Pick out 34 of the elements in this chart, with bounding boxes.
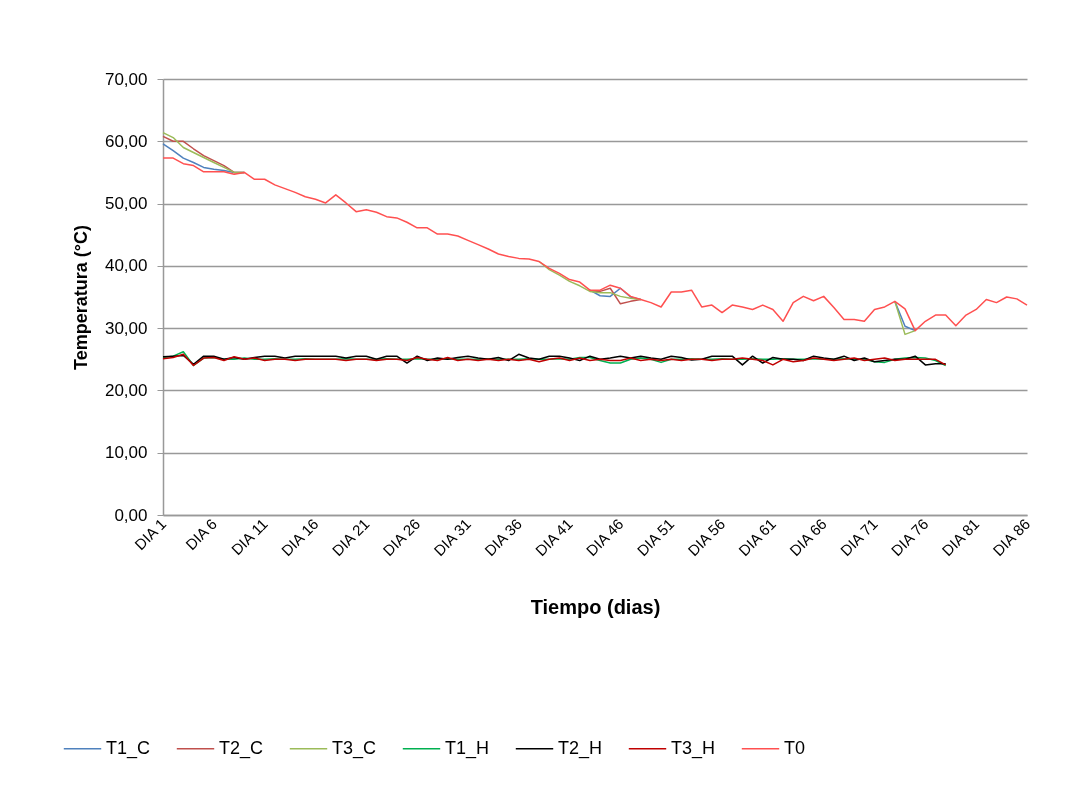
legend-label: T3_C — [332, 737, 377, 759]
y-tick-label: 20,00 — [104, 380, 148, 400]
x-tick-label: DIA 6 — [182, 515, 220, 554]
legend-label: T1_C — [106, 737, 151, 759]
y-tick-label: 70,00 — [104, 69, 148, 89]
x-tick-label: DIA 46 — [582, 515, 627, 559]
y-tick-label: 0,00 — [114, 505, 148, 525]
x-tick-label: DIA 41 — [531, 515, 576, 559]
x-tick-label: DIA 26 — [379, 515, 424, 559]
x-tick-label: DIA 21 — [328, 515, 373, 559]
x-tick-label: DIA 51 — [633, 515, 678, 559]
y-tick-label: 40,00 — [104, 256, 148, 276]
x-tick-label: DIA 36 — [481, 515, 525, 559]
x-tick-label: DIA 86 — [989, 515, 1034, 559]
y-tick-label: 10,00 — [104, 443, 148, 463]
x-axis-title: Tiempo (dias) — [530, 595, 661, 618]
x-tick-label: DIA 76 — [887, 515, 932, 559]
x-tick-label: DIA 56 — [684, 515, 729, 559]
x-tick-label: DIA 66 — [786, 515, 830, 559]
legend-label: T2_C — [219, 737, 264, 759]
y-tick-label: 30,00 — [104, 318, 148, 338]
y-axis-title: Temperatura (°C) — [70, 225, 91, 370]
y-tick-label: 60,00 — [104, 131, 148, 151]
legend-label: T3_H — [671, 737, 716, 759]
x-tick-label: DIA 16 — [277, 515, 322, 559]
y-tick-label: 50,00 — [104, 194, 148, 214]
x-tick-label: DIA 71 — [836, 515, 881, 559]
legend-label: T1_H — [445, 737, 490, 759]
x-tick-label: DIA 31 — [430, 515, 475, 559]
x-tick-label: DIA 61 — [735, 515, 780, 559]
legend-label: T2_H — [558, 737, 603, 759]
x-tick-label: DIA 11 — [227, 515, 271, 559]
legend-label: T0 — [784, 737, 806, 758]
x-tick-label: DIA 81 — [938, 515, 983, 559]
